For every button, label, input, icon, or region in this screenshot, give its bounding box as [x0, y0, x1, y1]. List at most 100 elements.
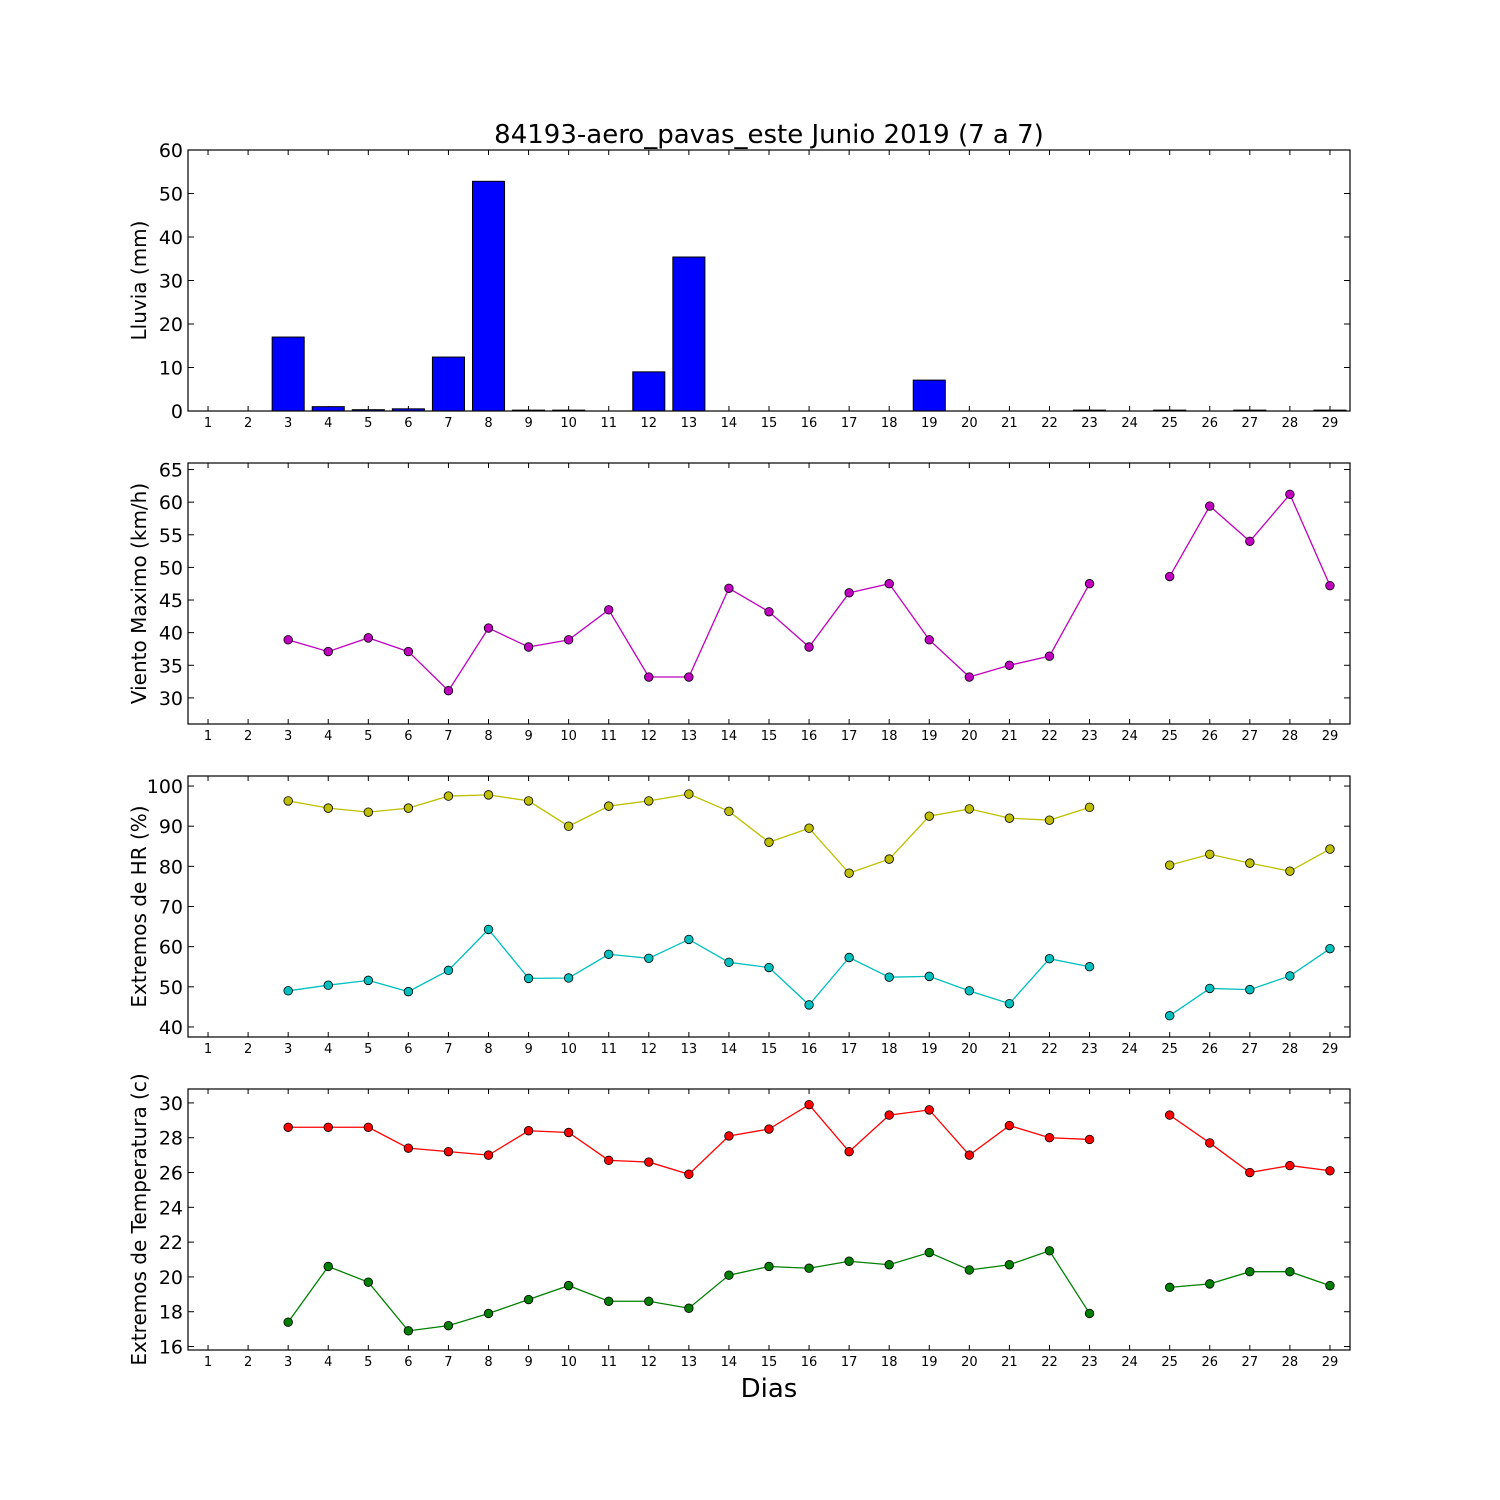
temperature-series-1-point: [1004, 1120, 1015, 1131]
wind-ytick-label: 55: [159, 525, 183, 547]
rain-ytick-label: 40: [159, 227, 183, 249]
wind-xtick-label: 22: [1041, 729, 1058, 744]
humidity-series-2-point: [363, 975, 374, 986]
temperature-xtick-label: 5: [364, 1355, 372, 1370]
humidity-ytick-label: 60: [159, 937, 183, 959]
wind-series-1-point: [1044, 651, 1055, 661]
humidity-series-2-point: [1004, 998, 1015, 1009]
wind-xtick-label: 27: [1242, 729, 1259, 744]
rain-xtick-label: 18: [881, 416, 898, 431]
humidity-series-1-point: [844, 868, 854, 878]
humidity-series-2-point: [1044, 954, 1055, 964]
rain-bar: [632, 371, 666, 412]
temperature-xtick-label: 10: [560, 1355, 577, 1370]
temperature-ytick-label: 22: [159, 1232, 183, 1254]
temperature-xtick-label: 4: [324, 1355, 332, 1370]
humidity-ytick-label: 100: [147, 776, 183, 798]
temperature-series-2-point: [1205, 1279, 1215, 1289]
wind-series-1-point: [1285, 489, 1295, 500]
humidity-xtick-label: 2: [244, 1042, 252, 1057]
humidity-xtick-label: 15: [761, 1042, 778, 1057]
humidity-xtick-label: 9: [524, 1042, 532, 1057]
humidity-series-2-point: [1164, 1011, 1175, 1021]
humidity-xtick-label: 10: [560, 1042, 577, 1057]
humidity-series-2-line: [1169, 948, 1331, 1017]
temperature-series-1-point: [924, 1105, 934, 1115]
humidity-series-2-point: [844, 952, 854, 963]
temperature-xtick-label: 11: [600, 1355, 617, 1370]
rain-xtick-label: 7: [444, 416, 452, 431]
rain-bar: [311, 406, 345, 412]
rain-ytick-label: 30: [159, 271, 183, 293]
humidity-series-1-point: [764, 837, 774, 847]
temperature-ytick-label: 30: [159, 1093, 183, 1115]
x-axis-label: Dias: [741, 1374, 798, 1404]
humidity-xtick-label: 5: [364, 1042, 372, 1057]
temperature-series-2-point: [1325, 1280, 1335, 1291]
wind-xtick-label: 21: [1001, 729, 1018, 744]
wind-xtick-label: 7: [444, 729, 452, 744]
temperature-series-1-point: [483, 1150, 494, 1160]
humidity-xtick-label: 21: [1001, 1042, 1018, 1057]
humidity-series-2-point: [724, 957, 734, 968]
rain-ytick-label: 0: [171, 401, 183, 423]
wind-ytick-label: 50: [159, 557, 183, 579]
humidity-series-1-point: [283, 796, 293, 806]
temperature-series-1-point: [403, 1143, 414, 1153]
temperature-series-1-line: [288, 1103, 1090, 1175]
humidity-series-2-point: [1205, 983, 1215, 994]
humidity-xtick-label: 16: [801, 1042, 818, 1057]
temperature-series-2-point: [403, 1326, 414, 1336]
rain-xtick-label: 14: [721, 416, 738, 431]
temperature-xtick-label: 22: [1041, 1355, 1058, 1370]
temperature-xtick-label: 16: [801, 1355, 818, 1370]
temperature-series-2-point: [1044, 1246, 1055, 1256]
temperature-series-2-point: [1245, 1266, 1255, 1277]
humidity-ytick-label: 50: [159, 977, 183, 999]
humidity-series-2-point: [283, 986, 293, 996]
humidity-axes-frame: [187, 775, 1351, 1038]
humidity-series-1-point: [1325, 844, 1335, 854]
humidity-ytick-label: 70: [159, 897, 183, 919]
humidity-series-1-point: [724, 806, 734, 817]
humidity-ytick-label: 80: [159, 856, 183, 878]
wind-ytick-label: 60: [159, 492, 183, 514]
rain-xtick-label: 4: [324, 416, 332, 431]
temperature-xtick-label: 19: [921, 1355, 938, 1370]
wind-xtick-label: 3: [284, 729, 292, 744]
temperature-xtick-label: 2: [244, 1355, 252, 1370]
wind-xtick-label: 23: [1081, 729, 1098, 744]
rain-xtick-label: 16: [801, 416, 818, 431]
humidity-xtick-label: 19: [921, 1042, 938, 1057]
temperature-series-2-point: [483, 1308, 494, 1319]
humidity-series-1-point: [1245, 858, 1255, 868]
rain-ylabel: Lluvia (mm): [127, 221, 151, 341]
rain-xtick-label: 6: [404, 416, 412, 431]
temperature-series-2-point: [764, 1261, 774, 1272]
rain-ytick-label: 20: [159, 314, 183, 336]
rain-ytick-label: 50: [159, 184, 183, 206]
temperature-series-2-point: [844, 1256, 854, 1266]
wind-xtick-label: 4: [324, 729, 332, 744]
temperature-series-2-point: [684, 1303, 694, 1313]
temperature-series-1-point: [644, 1157, 654, 1167]
wind-series-1-point: [764, 607, 774, 617]
temperature-series-1-point: [1285, 1160, 1295, 1171]
temperature-xtick-label: 15: [761, 1355, 778, 1370]
rain-xtick-label: 24: [1121, 416, 1138, 431]
temperature-xtick-label: 27: [1242, 1355, 1259, 1370]
temperature-series-2-point: [1164, 1282, 1175, 1293]
rain-xtick-label: 10: [560, 416, 577, 431]
wind-ytick-label: 65: [159, 460, 183, 482]
wind-xtick-label: 24: [1121, 729, 1138, 744]
humidity-series-1-point: [323, 803, 333, 813]
humidity-series-1-point: [363, 807, 374, 817]
wind-ylabel: Viento Maximo (km/h): [127, 483, 151, 704]
wind-xtick-label: 29: [1322, 729, 1339, 744]
humidity-xtick-label: 13: [681, 1042, 698, 1057]
humidity-series-1-point: [1044, 815, 1055, 825]
temperature-series-1-point: [764, 1124, 774, 1134]
rain-xtick-label: 20: [961, 416, 978, 431]
humidity-series-1-point: [604, 801, 614, 811]
